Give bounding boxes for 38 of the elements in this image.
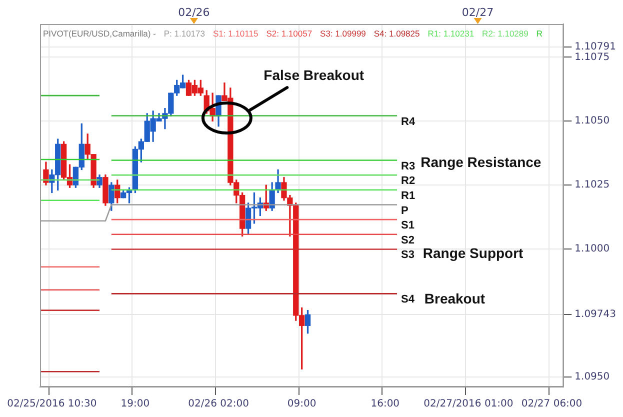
annotation: S3: 1.09999 [320, 28, 366, 38]
annotation: Range Support [422, 245, 524, 261]
x-tick-label: 09:00 [287, 398, 316, 410]
annotation: R2: 1.10289 [482, 28, 529, 38]
series-label: R4 [401, 116, 416, 128]
x-tick-label: 02/27/2016 01:00 [424, 398, 514, 410]
annotation: False Breakout [264, 66, 364, 83]
y-tick-label: 1.1000 [574, 244, 610, 255]
text: 02/27 [462, 6, 494, 19]
x-tick-label: 02/25/2016 10:30 [7, 398, 97, 410]
series-label: S3 [401, 249, 414, 262]
annotation: S2: 1.10057 [266, 28, 312, 38]
y-tick-label: 1.10791 [574, 41, 616, 52]
annotation: S1: 1.10115 [212, 28, 258, 38]
series-label: S1 [401, 220, 414, 232]
y-tick-label: 1.1050 [574, 116, 610, 127]
annotation: S4: 1.09825 [374, 28, 420, 38]
y-tick-label: 1.1025 [574, 180, 610, 191]
annotation: P: 1.10173 [164, 28, 206, 38]
annotation: R1: 1.10231 [428, 28, 474, 38]
series-label: R2 [401, 175, 416, 188]
x-tick-label: 02/26 02:00 [188, 398, 249, 410]
annotation: Range Resistance [420, 154, 542, 170]
y-tick-label: 1.0950 [574, 371, 610, 382]
y-tick-label: 1.09743 [574, 309, 616, 320]
x-tick-label: 02/27 06:00 [521, 398, 582, 410]
y-tick-label: 1.1075 [574, 52, 610, 63]
series-label: S2 [401, 234, 414, 246]
series-label: R3 [401, 160, 416, 172]
text: 02/26 [178, 6, 210, 19]
x-tick-label: 19:00 [120, 398, 150, 410]
series-label: P [401, 204, 408, 217]
series-label: R1 [401, 190, 416, 202]
annotation: R [536, 28, 543, 38]
series-label: S4 [401, 294, 416, 306]
annotation: PIVOT(EUR/USD,Camarilla) - [43, 28, 156, 38]
x-tick-label: 16:00 [370, 398, 400, 410]
annotation: Breakout [424, 290, 486, 307]
